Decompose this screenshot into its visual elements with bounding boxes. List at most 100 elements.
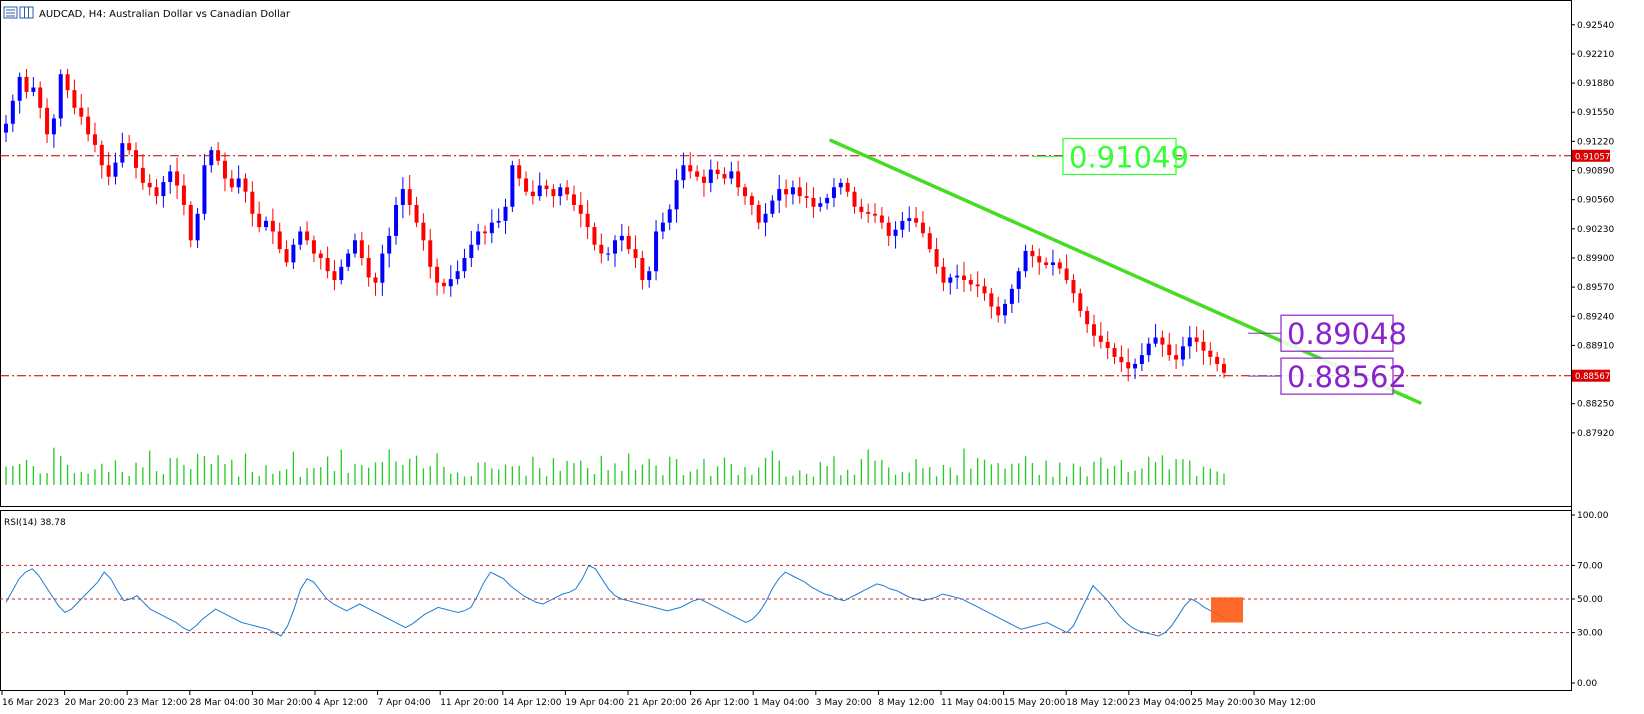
candle-body bbox=[482, 231, 487, 234]
candle-body bbox=[585, 213, 590, 228]
candle-body bbox=[530, 191, 535, 197]
level-price-tag bbox=[1572, 369, 1610, 382]
candle-body bbox=[920, 222, 925, 234]
candle-body bbox=[284, 249, 289, 263]
price-tick-label: 0.90560 bbox=[1577, 196, 1614, 206]
candle-body bbox=[838, 182, 843, 188]
candle-body bbox=[51, 118, 56, 135]
candle-body bbox=[1201, 341, 1206, 351]
time-tick-label: 16 Mar 2023 bbox=[2, 698, 59, 708]
candle-body bbox=[380, 253, 385, 283]
candle-body bbox=[681, 165, 686, 181]
candle-body bbox=[989, 293, 994, 307]
price-tick-label: 0.91880 bbox=[1577, 79, 1614, 89]
candle-body bbox=[647, 271, 652, 281]
volume-bars bbox=[5, 447, 1225, 485]
candle-body bbox=[982, 286, 987, 294]
candle-body bbox=[1187, 337, 1192, 347]
candle-body bbox=[1215, 356, 1220, 364]
candle-body bbox=[318, 253, 323, 258]
candle-body bbox=[831, 187, 836, 198]
candle-body bbox=[1078, 293, 1083, 311]
time-tick-label: 20 Mar 20:00 bbox=[65, 698, 125, 708]
candle-body bbox=[503, 206, 508, 221]
time-tick-label: 21 Apr 20:00 bbox=[628, 698, 687, 708]
candle-body bbox=[1023, 250, 1028, 272]
candle-body bbox=[1050, 262, 1055, 266]
candle-body bbox=[45, 107, 50, 135]
time-tick-label: 7 Apr 04:00 bbox=[378, 698, 431, 708]
candle-body bbox=[462, 257, 467, 272]
candle-body bbox=[1222, 363, 1226, 373]
candle-body bbox=[127, 143, 132, 151]
candle-body bbox=[517, 165, 522, 179]
candle-body bbox=[654, 231, 659, 272]
rsi-tick-label: 100.00 bbox=[1577, 511, 1609, 521]
candle-body bbox=[175, 171, 180, 186]
candle-body bbox=[551, 189, 556, 197]
time-tick-label: 23 Mar 12:00 bbox=[127, 698, 187, 708]
candle-body bbox=[1057, 262, 1062, 269]
candle-body bbox=[790, 187, 795, 195]
candle-body bbox=[181, 185, 186, 205]
candle-body bbox=[188, 204, 193, 241]
candle-body bbox=[264, 220, 269, 228]
candle-body bbox=[92, 134, 97, 145]
level-price-label: 0.91057 bbox=[1575, 152, 1610, 162]
candle-body bbox=[886, 222, 891, 236]
candle-body bbox=[277, 231, 282, 250]
price-tick-label: 0.87920 bbox=[1577, 429, 1614, 439]
candle-body bbox=[311, 240, 316, 254]
candle-body bbox=[325, 257, 330, 272]
candle-body bbox=[1030, 250, 1035, 257]
candle-body bbox=[352, 240, 357, 254]
candle-body bbox=[1105, 341, 1110, 349]
candle-body bbox=[79, 107, 84, 117]
candle-body bbox=[298, 231, 303, 245]
candle-body bbox=[291, 244, 296, 263]
time-tick-label: 1 May 04:00 bbox=[753, 698, 809, 708]
candle-body bbox=[400, 189, 405, 205]
candle-body bbox=[688, 165, 693, 172]
candle-body bbox=[619, 235, 624, 241]
candle-body bbox=[784, 189, 789, 195]
candle-body bbox=[825, 197, 830, 204]
candle-body bbox=[134, 150, 139, 168]
candle-body bbox=[4, 123, 8, 133]
candle-body bbox=[763, 213, 768, 223]
candle-body bbox=[941, 266, 946, 283]
price-tick-label: 0.89570 bbox=[1577, 283, 1614, 293]
candle-body bbox=[571, 194, 576, 205]
candle-body bbox=[893, 229, 898, 236]
candle-body bbox=[1180, 346, 1185, 360]
candle-body bbox=[113, 162, 118, 177]
price-tick-label: 0.91550 bbox=[1577, 108, 1614, 118]
candle-body bbox=[975, 284, 980, 287]
candle-body bbox=[715, 169, 720, 175]
time-tick-label: 26 Apr 12:00 bbox=[691, 698, 750, 708]
time-axis: 16 Mar 2023 20 Mar 20:00 23 Mar 12:00 28 Ma… bbox=[1, 691, 1316, 708]
candle-body bbox=[845, 182, 850, 192]
candle-body bbox=[873, 213, 878, 216]
main-pane-frame bbox=[0, 0, 1572, 507]
time-tick-label: 19 Apr 04:00 bbox=[565, 698, 624, 708]
candle-body bbox=[407, 189, 412, 205]
candle-body bbox=[1174, 355, 1179, 360]
chart-grid-icon[interactable] bbox=[19, 6, 34, 19]
candle-body bbox=[1167, 344, 1172, 356]
candle-body bbox=[749, 196, 754, 205]
candle-body bbox=[243, 178, 248, 192]
rsi-indicator bbox=[0, 564, 1571, 637]
candle-body bbox=[537, 185, 542, 197]
candle-body bbox=[811, 197, 816, 207]
candle-body bbox=[209, 150, 214, 166]
candle-body bbox=[373, 277, 378, 283]
candle-body bbox=[756, 204, 761, 223]
price-axis-ticks: 0.92540 0.92210 0.91880 0.91550 0.91220 0.908… bbox=[1571, 21, 1614, 439]
candle-body bbox=[359, 240, 364, 258]
candle-body bbox=[1009, 288, 1014, 304]
candle-body bbox=[305, 231, 310, 241]
rsi-tick-label: 70.00 bbox=[1577, 561, 1603, 571]
price-tick-label: 0.89240 bbox=[1577, 312, 1614, 322]
